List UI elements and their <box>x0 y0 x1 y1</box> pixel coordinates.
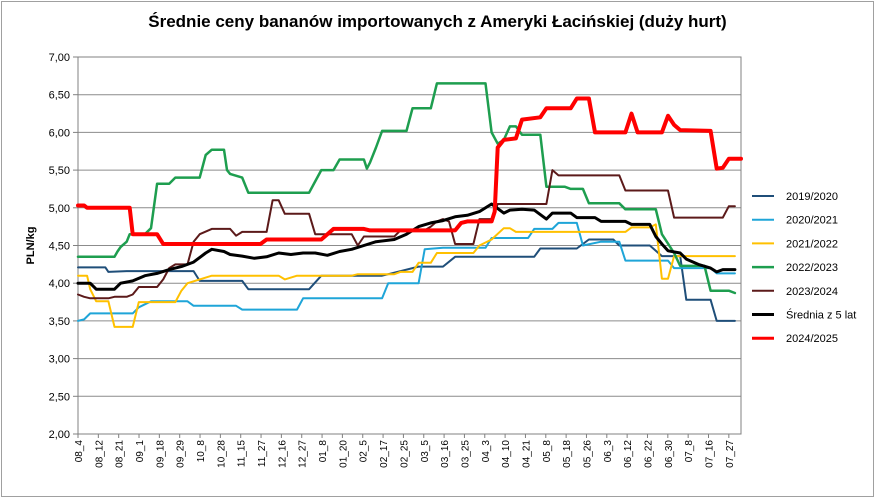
x-tick-label: 10_28 <box>216 440 227 468</box>
x-tick-label: 11_27 <box>257 440 268 468</box>
x-tick-label: 07_16 <box>704 440 715 468</box>
series-line <box>76 96 743 246</box>
x-tick-label: 05_26 <box>582 440 593 468</box>
x-tick-label: 08_12 <box>94 440 105 468</box>
y-tick-label: 6,00 <box>49 127 70 139</box>
series-line <box>76 82 737 295</box>
legend: 2019/2020 2020/2021 2021/2022 2022/2023 2023… <box>752 191 856 345</box>
y-tick-label: 2,50 <box>49 391 70 403</box>
y-axis-label: PLN/kg <box>25 227 37 265</box>
y-tick-label: 5,00 <box>49 203 70 215</box>
x-tick-label: 06_12 <box>623 440 634 468</box>
legend-label: 2022/2023 <box>786 262 838 274</box>
axes: 2,00 2,50 3,00 3,50 4,00 4,50 5,00 5,50 6,00 6,50… <box>25 52 742 468</box>
series-line <box>77 223 736 328</box>
x-tick-label: 08_4 <box>74 440 85 463</box>
y-tick-label: 4,50 <box>49 241 70 253</box>
x-tick-label: 04_3 <box>481 440 492 463</box>
series-line <box>77 169 736 300</box>
x-tick-label: 09_1 <box>135 440 146 463</box>
x-tick-label: 12_27 <box>298 440 309 468</box>
series-line <box>76 202 737 291</box>
x-tick-label: 12_16 <box>277 440 288 468</box>
x-tick-label: 02_25 <box>399 440 410 468</box>
x-tick-label: 03_5 <box>420 440 431 463</box>
x-tick-label: 10_8 <box>196 440 207 463</box>
series-line <box>77 238 736 322</box>
x-tick-label: 04_21 <box>521 440 532 468</box>
x-tick-label: 05_18 <box>562 440 573 468</box>
x-tick-label: 07_27 <box>725 440 736 468</box>
x-tick-label: 02_5 <box>359 440 370 463</box>
y-tick-label: 5,50 <box>49 165 70 177</box>
legend-label: 2019/2020 <box>786 191 838 203</box>
y-tick-label: 6,50 <box>49 90 70 102</box>
x-tick-label: 05_8 <box>542 440 553 463</box>
x-tick-label: 03_16 <box>440 440 451 468</box>
x-tick-label: 06_3 <box>603 440 614 463</box>
legend-label: 2021/2022 <box>786 238 838 250</box>
legend-label: 2020/2021 <box>786 215 838 227</box>
x-tick-label: 07_8 <box>684 440 695 463</box>
x-tick-label: 08_21 <box>115 440 126 468</box>
x-tick-label: 06_22 <box>643 440 654 468</box>
x-tick-label: 11_15 <box>237 440 248 468</box>
x-tick-label: 03_25 <box>460 440 471 468</box>
x-tick-label: 09_18 <box>155 440 166 468</box>
x-tick-label: 09_29 <box>176 440 187 468</box>
y-tick-label: 3,00 <box>49 354 70 366</box>
x-tick-label: 04_10 <box>501 440 512 468</box>
legend-label: 2024/2025 <box>786 333 838 345</box>
y-tick-label: 4,00 <box>49 278 70 290</box>
x-tick-label: 01_20 <box>338 440 349 468</box>
x-tick-label: 02_17 <box>379 440 390 468</box>
series-lines <box>76 82 743 328</box>
y-tick-label: 3,50 <box>49 316 70 328</box>
legend-label: Średnia z 5 lat <box>786 309 856 322</box>
legend-label: 2023/2024 <box>786 286 838 298</box>
y-tick-label: 2,00 <box>49 429 70 441</box>
x-tick-label: 01_8 <box>318 440 329 463</box>
y-tick-label: 7,00 <box>49 52 70 64</box>
chart-title: Średnie ceny bananów importowanych z Ame… <box>148 12 727 31</box>
x-tick-label: 06_30 <box>664 440 675 468</box>
